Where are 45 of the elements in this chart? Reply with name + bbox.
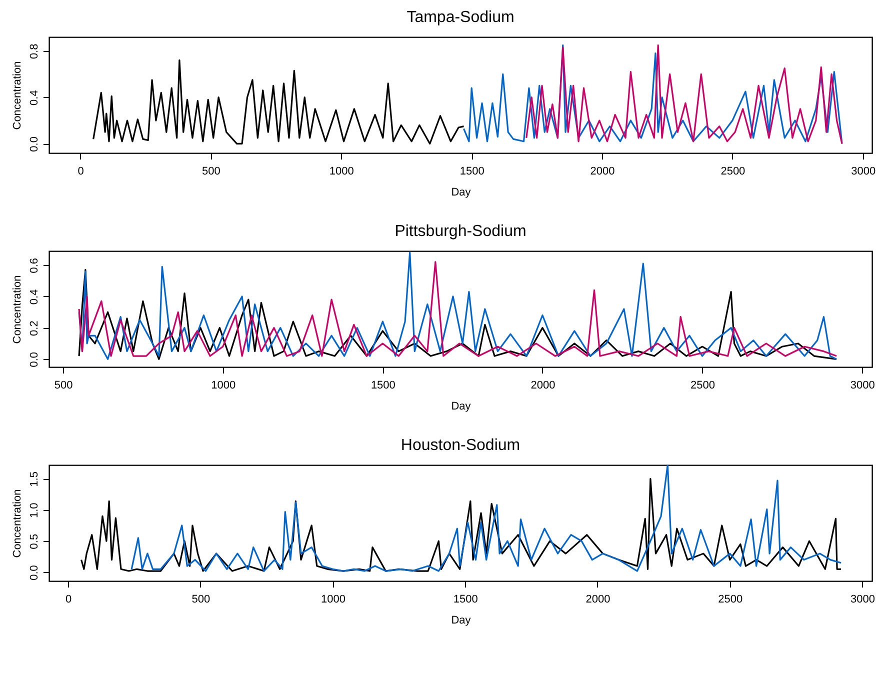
x-tick-label: 3000 [850, 594, 875, 606]
line-series [526, 44, 843, 145]
x-tick-label: 2000 [530, 380, 556, 392]
y-axis-title: Concentration [12, 489, 24, 558]
y-tick-label: 1.5 [28, 472, 40, 487]
x-tick-label: 2000 [590, 166, 615, 178]
line-series [92, 59, 465, 145]
y-tick-label: 0.8 [28, 44, 40, 60]
y-tick-label: 0.5 [28, 534, 40, 550]
x-axis-title: Day [451, 186, 472, 198]
x-tick-label: 3000 [851, 166, 876, 178]
y-tick-label: 0.6 [28, 258, 40, 274]
chart-title: Tampa-Sodium [406, 9, 514, 26]
x-tick-label: 2000 [586, 594, 610, 606]
line-series [130, 465, 842, 572]
chart-title: Pittsburgh-Sodium [394, 223, 526, 240]
y-tick-label: 0.0 [28, 352, 40, 368]
x-tick-label: 500 [202, 166, 220, 178]
y-tick-label: 0.0 [28, 136, 40, 152]
x-tick-label: 500 [192, 594, 210, 606]
y-tick-label: 0.4 [28, 90, 40, 106]
x-tick-label: 1000 [321, 594, 346, 606]
x-axis-title: Day [451, 614, 472, 626]
line-series [462, 44, 843, 145]
x-tick-label: 2500 [720, 166, 746, 178]
x-tick-label: 2500 [690, 380, 716, 392]
x-tick-label: 1500 [453, 594, 478, 606]
x-tick-label: 0 [65, 594, 72, 606]
x-tick-label: 500 [54, 380, 73, 392]
y-axis-title: Concentration [12, 275, 24, 344]
y-tick-label: 0.0 [28, 565, 40, 580]
line-series [80, 478, 842, 572]
x-tick-label: 0 [78, 166, 84, 178]
chart-title: Houston-Sodium [400, 437, 520, 454]
x-axis-title: Day [451, 400, 472, 412]
x-tick-label: 1500 [370, 380, 396, 392]
x-tick-label: 1000 [211, 380, 236, 392]
x-tick-label: 1000 [329, 166, 354, 178]
x-tick-label: 1500 [460, 166, 484, 178]
x-tick-label: 2500 [718, 594, 743, 606]
y-tick-label: 0.2 [28, 320, 40, 336]
y-axis-title: Concentration [12, 61, 24, 130]
y-tick-label: 0.4 [28, 289, 40, 305]
x-tick-label: 3000 [850, 380, 875, 392]
y-tick-label: 1.0 [28, 502, 40, 518]
